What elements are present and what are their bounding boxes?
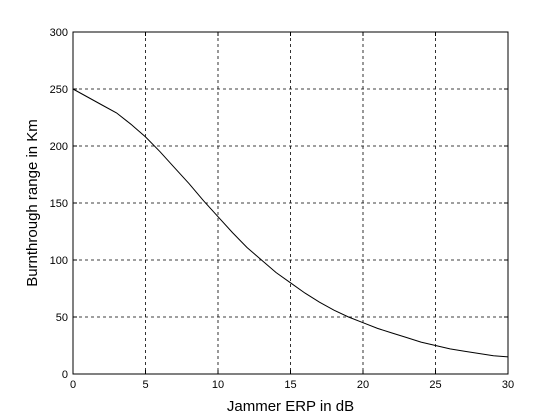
series-line	[72, 88, 509, 358]
y-tick-label: 50	[56, 312, 68, 324]
x-tick-label: 25	[429, 379, 441, 391]
y-axis-label: Burnthrough range in Km	[24, 119, 41, 287]
x-tick-label: 15	[284, 379, 296, 391]
x-tick-label: 30	[502, 379, 514, 391]
x-tick-label: 0	[70, 379, 76, 391]
plot-frame	[72, 31, 509, 375]
x-tick-label: 5	[142, 379, 148, 391]
y-tick-label: 100	[50, 255, 68, 267]
y-tick-label: 150	[50, 198, 68, 210]
y-tick-label: 300	[50, 27, 68, 39]
y-tick-label: 250	[50, 84, 68, 96]
y-tick-label: 200	[50, 141, 68, 153]
x-tick-label: 20	[357, 379, 369, 391]
y-tick-label: 0	[62, 369, 68, 381]
grid	[73, 32, 508, 374]
x-tick-label: 10	[212, 379, 224, 391]
x-axis-label: Jammer ERP in dB	[227, 398, 354, 415]
